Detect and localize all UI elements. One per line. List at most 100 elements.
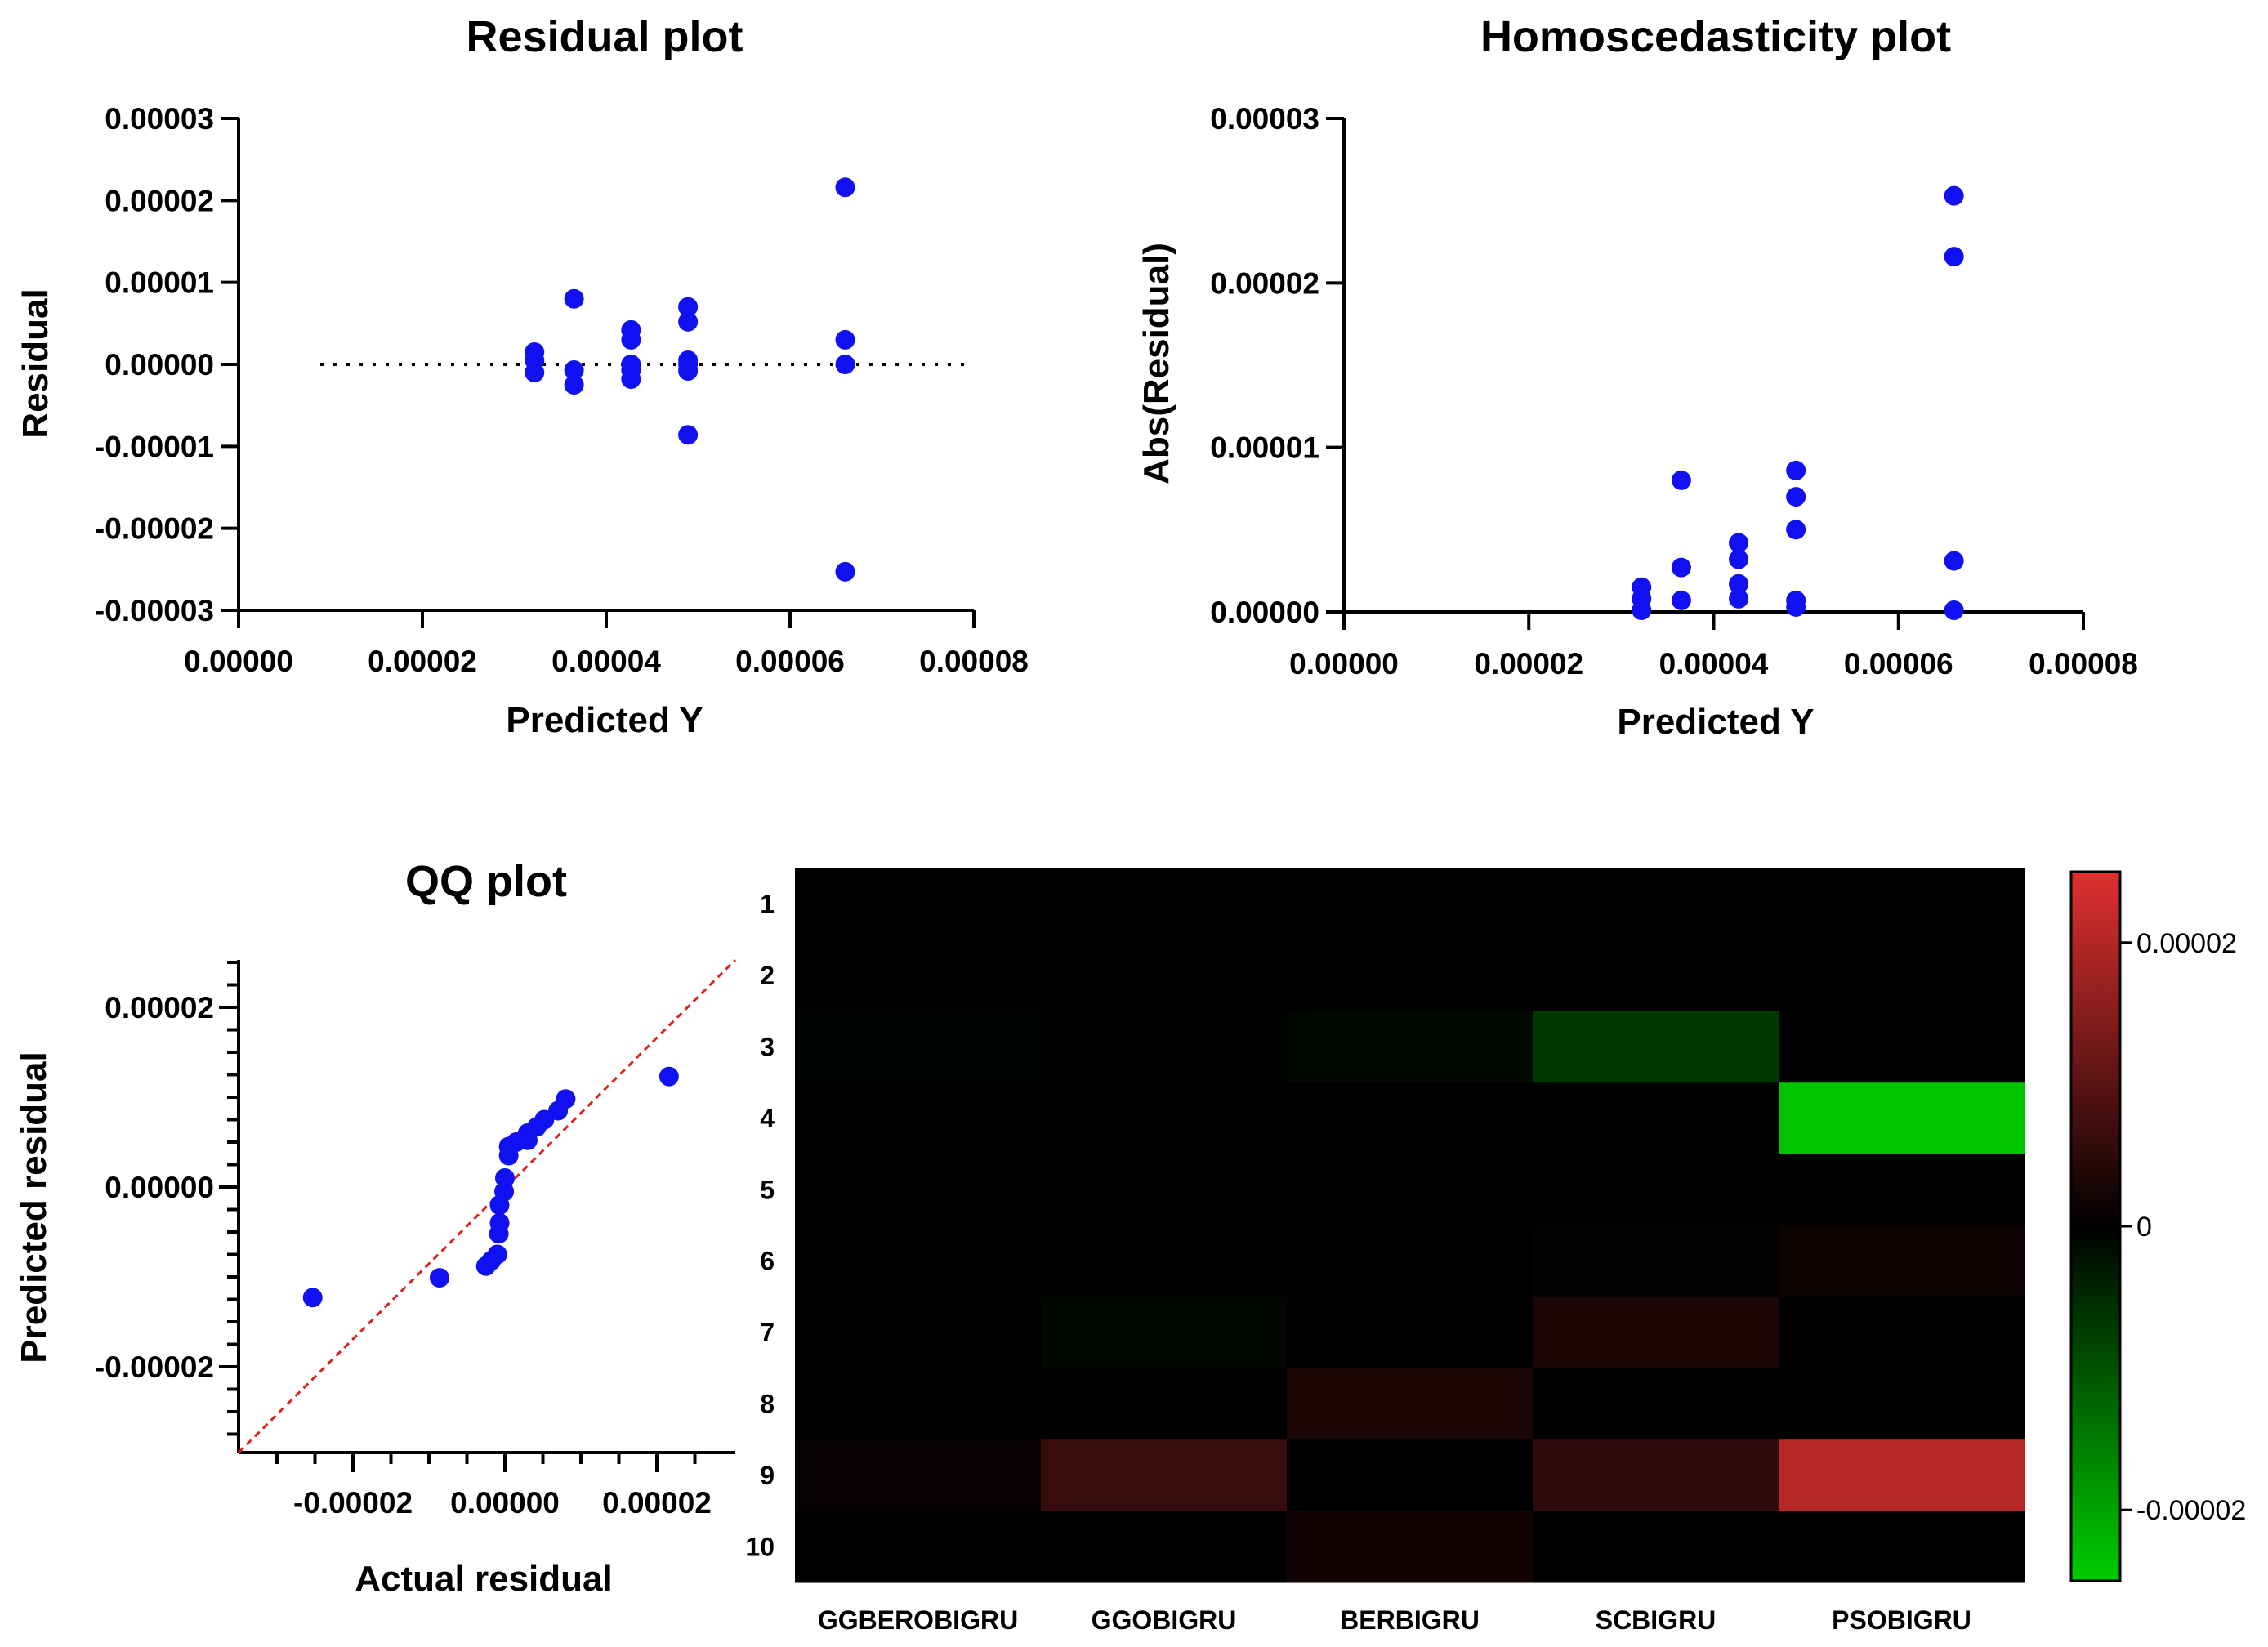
heatmap-cell (1041, 1011, 1288, 1083)
homoscedasticity-y-tick-label: 0.00000 (1210, 596, 1319, 629)
residual-plot: Residual plot Predicted Y Residual 0.000… (16, 12, 1029, 740)
homoscedasticity-x-tick-label: 0.00008 (2029, 647, 2138, 681)
residual-plot-title: Residual plot (466, 12, 743, 61)
homoscedasticity-point (1632, 600, 1652, 620)
qq-x-tick-label: -0.00002 (293, 1486, 413, 1520)
homoscedasticity-point (1786, 460, 1806, 480)
heatmap-cell (1041, 1225, 1288, 1297)
residual-point (564, 375, 584, 395)
heatmap-column-label: PSOBIGRU (1832, 1605, 1971, 1635)
heatmap-cell (795, 1225, 1042, 1297)
heatmap-cell (795, 1511, 1042, 1583)
heatmap-cell (1779, 1011, 2025, 1083)
homoscedasticity-point (1729, 574, 1749, 594)
residual-x-tick-label: 0.00008 (919, 645, 1029, 678)
residual-point (678, 297, 699, 317)
heatmap-cell (795, 1439, 1042, 1512)
residual-plot-xlabel: Predicted Y (506, 700, 703, 740)
homoscedasticity-point (1944, 551, 1964, 571)
qq-y-tick-label: 0.00000 (105, 1171, 214, 1204)
colorbar (2069, 870, 2122, 1582)
homoscedasticity-plot: Homoscedasticity plot Predicted Y Abs(Re… (1136, 12, 2138, 742)
heatmap-cell (1779, 1439, 2025, 1512)
heatmap-row-label: 7 (760, 1318, 775, 1347)
residual-point (621, 369, 641, 390)
heatmap-row-label: 10 (745, 1532, 775, 1561)
residual-x-tick-label: 0.00000 (184, 645, 293, 678)
homoscedasticity-y-tick-label: 0.00002 (1210, 266, 1319, 300)
heatmap-cell (1779, 1297, 2025, 1369)
homoscedasticity-point (1786, 596, 1806, 617)
residual-point (678, 355, 699, 374)
heatmap-cell (795, 1154, 1042, 1226)
residual-point (835, 561, 855, 582)
heatmap-cell (1041, 868, 1288, 940)
heatmap-cell (1533, 1225, 1779, 1297)
heatmap-row-label: 5 (760, 1175, 775, 1204)
qq-point (659, 1066, 679, 1087)
residual-point (678, 311, 699, 332)
heatmap-row-label: 3 (760, 1033, 775, 1062)
heatmap-cell (1287, 1225, 1534, 1297)
homoscedasticity-x-tick-label: 0.00006 (1844, 647, 1953, 681)
heatmap-cell (1779, 1082, 2025, 1155)
heatmap-cell (1533, 1511, 1779, 1583)
residual-y-tick-label: 0.00003 (105, 102, 214, 136)
homoscedasticity-plot-ylabel: Abs(Residual) (1136, 243, 1176, 484)
residual-y-tick-label: -0.00003 (95, 594, 214, 627)
heatmap-cell (1287, 1439, 1534, 1512)
heatmap-cell (795, 1368, 1042, 1440)
homoscedasticity-x-tick-label: 0.00000 (1289, 647, 1399, 681)
heatmap-cell (1779, 868, 2025, 940)
heatmap-cell (1779, 1154, 2025, 1226)
qq-x-tick-label: 0.00000 (450, 1486, 560, 1520)
heatmap-cell (795, 940, 1042, 1012)
homoscedasticity-point (1944, 600, 1964, 620)
heatmap-column-label: SCBIGRU (1596, 1605, 1717, 1635)
heatmap-row-label: 4 (760, 1104, 775, 1133)
qq-point (495, 1168, 515, 1188)
homoscedasticity-point (1729, 588, 1749, 609)
colorbar-tick-label: 0 (2136, 1212, 2152, 1243)
homoscedasticity-y-tick-label: 0.00001 (1210, 431, 1319, 465)
homoscedasticity-point (1671, 470, 1691, 490)
heatmap-cell (1533, 1154, 1779, 1226)
heatmap-cell (1041, 1297, 1288, 1369)
residual-point (835, 329, 855, 350)
qq-x-tick-label: 0.00002 (602, 1486, 712, 1520)
heatmap-cell (1779, 1368, 2025, 1440)
heatmap-cell (1779, 1511, 2025, 1583)
heatmap-cell (1041, 1082, 1288, 1155)
homoscedasticity-point (1729, 549, 1749, 569)
heatmap: 1 2 3 4 5 6 7 8 9 10 GGBEROBIGRU GGOBIGRU BERBIGRU SC… (745, 868, 2246, 1635)
heatmap-cell (1533, 1082, 1779, 1155)
heatmap-cell (1287, 1011, 1534, 1083)
heatmap-cell (1779, 940, 2025, 1012)
heatmap-cell (1041, 1511, 1288, 1583)
homoscedasticity-x-tick-label: 0.00004 (1659, 647, 1769, 681)
qq-plot-ylabel: Predicted residual (14, 1051, 54, 1363)
heatmap-cell (1533, 1011, 1779, 1083)
colorbar-tick-label: 0.00002 (2136, 928, 2237, 959)
homoscedasticity-x-tick-label: 0.00002 (1474, 647, 1583, 681)
heatmap-cell (1533, 940, 1779, 1012)
residual-point (564, 360, 584, 381)
residual-point (564, 288, 584, 309)
homoscedasticity-y-tick-label: 0.00003 (1210, 102, 1319, 136)
heatmap-cell (1041, 940, 1288, 1012)
heatmap-cell (795, 868, 1042, 940)
heatmap-row-label: 8 (760, 1390, 775, 1419)
heatmap-cell (1287, 1297, 1534, 1369)
homoscedasticity-point (1944, 247, 1964, 267)
residual-x-tick-label: 0.00006 (735, 645, 845, 678)
residual-point (835, 177, 855, 198)
residual-plot-ylabel: Residual (16, 288, 56, 438)
heatmap-cell (1287, 868, 1534, 940)
heatmap-cell (1041, 1154, 1288, 1226)
heatmap-cell (1041, 1439, 1288, 1512)
residual-y-tick-label: 0.00000 (105, 348, 214, 382)
residual-point (621, 329, 641, 350)
heatmap-cell (795, 1082, 1042, 1155)
heatmap-cell (1533, 1439, 1779, 1512)
